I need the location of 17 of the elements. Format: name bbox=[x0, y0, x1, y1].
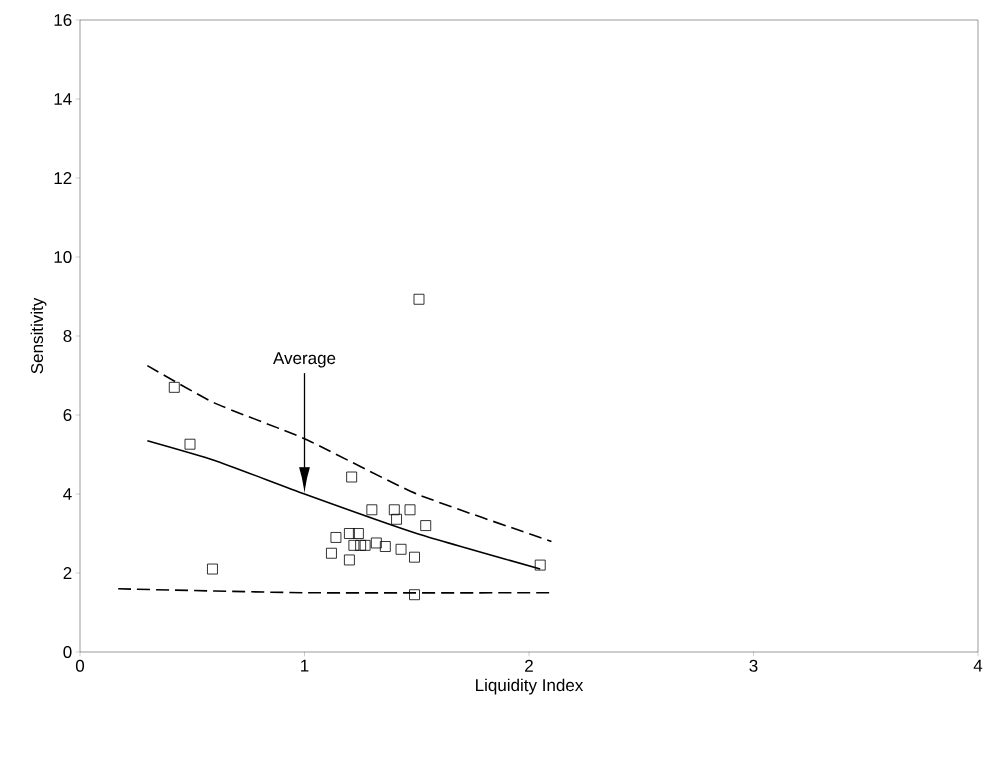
y-tick-label: 12 bbox=[54, 172, 72, 184]
x-tick-label: 2 bbox=[525, 659, 533, 672]
y-tick-label: 16 bbox=[54, 13, 72, 27]
x-tick-label: 0 bbox=[75, 659, 85, 672]
y-tick-label: 10 bbox=[54, 250, 72, 264]
y-tick-label: 4 bbox=[63, 488, 72, 500]
x-tick-label: 1 bbox=[301, 659, 309, 672]
x-tick-label: 3 bbox=[749, 659, 758, 672]
y-tick-label: 0 bbox=[63, 645, 72, 659]
y-tick-label: 8 bbox=[63, 329, 72, 343]
annotation: Average bbox=[273, 352, 336, 368]
y-tick-label: 2 bbox=[63, 567, 72, 579]
y-axis-title: Sensitivity bbox=[30, 297, 47, 374]
y-tick-label: 14 bbox=[54, 93, 72, 105]
x-axis-title: Liquidity Index bbox=[476, 678, 584, 695]
x-tick-label: 4 bbox=[973, 659, 983, 672]
y-tick-label: 6 bbox=[63, 408, 72, 422]
